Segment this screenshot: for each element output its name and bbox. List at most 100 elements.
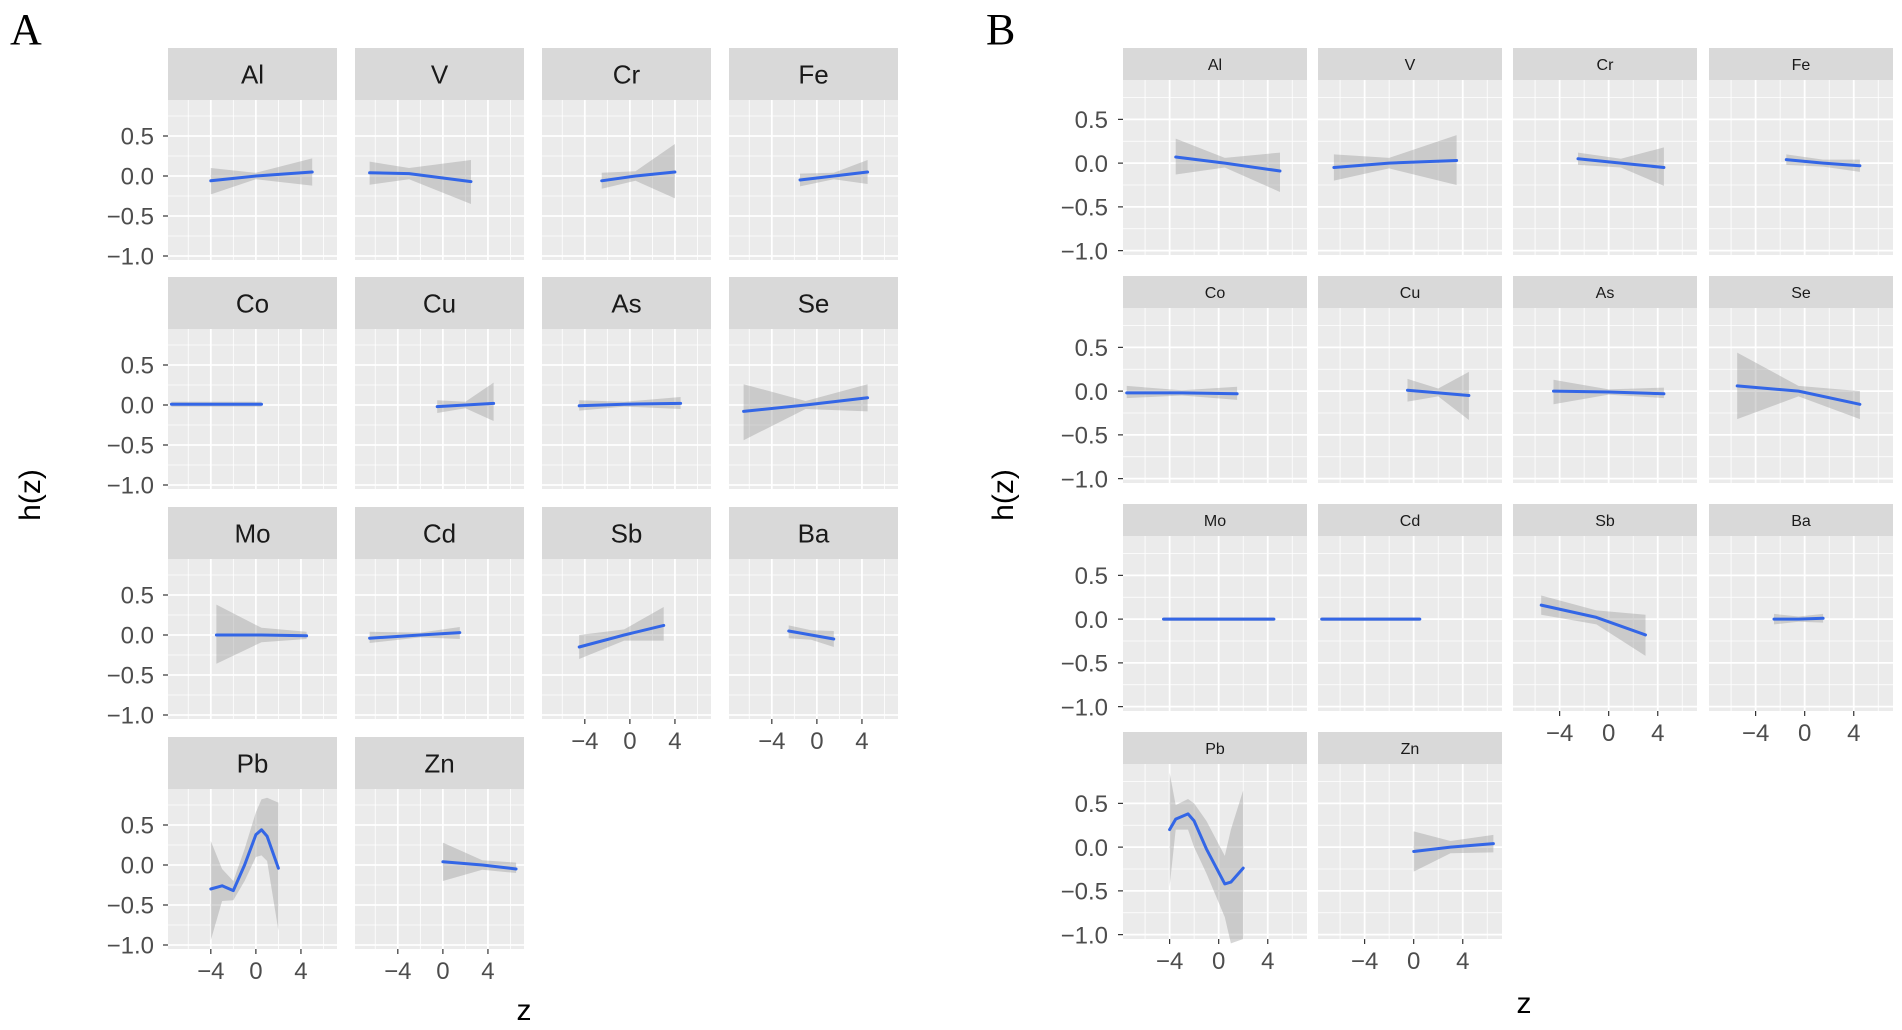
y-tick-label: 0.5	[121, 353, 154, 380]
facet-title: Se	[798, 288, 830, 318]
plot-background	[168, 559, 337, 719]
confidence-band	[437, 382, 494, 421]
facet-zn: Zn −4 0 4	[355, 737, 524, 985]
confidence-band	[1737, 352, 1860, 420]
facet-title: Al	[1208, 57, 1222, 74]
facet-al: Al 0.5 0.0 −0.5 −1.0	[107, 48, 337, 271]
series-line	[441, 860, 518, 871]
x-tick-label: −4	[758, 728, 785, 755]
facet-title: Cd	[423, 518, 456, 548]
facet-title: V	[431, 59, 449, 89]
facet-title: Sb	[1595, 513, 1615, 530]
series-line	[1168, 812, 1245, 886]
facet-mo: Mo 0.5 0.0 −0.5 −1.0	[107, 507, 337, 730]
x-tick-label: −4	[1742, 720, 1769, 747]
facet-strip	[1318, 48, 1502, 80]
facet-strip	[1513, 48, 1697, 80]
facet-title: Cu	[423, 288, 456, 318]
series-line	[787, 629, 836, 641]
plot-background	[1123, 80, 1307, 255]
facet-strip	[1709, 504, 1893, 536]
facet-strip	[355, 48, 524, 100]
y-tick-label: −1.0	[1061, 466, 1108, 493]
y-tick-label: −1.0	[107, 244, 154, 271]
plot-background	[729, 100, 898, 260]
y-tick-label: 0.5	[1075, 107, 1108, 134]
series-line	[1332, 159, 1459, 169]
series-line	[368, 171, 473, 184]
facet-title: Cd	[1400, 513, 1420, 530]
facet-title: Co	[1205, 285, 1226, 302]
plot-background	[1513, 308, 1697, 483]
facet-pb: Pb 0.5 0.0 −0.5 −1.0 −4 0 4	[1061, 732, 1307, 975]
facet-strip	[1318, 732, 1502, 764]
plot-background	[355, 329, 524, 489]
series-line	[1784, 158, 1862, 168]
facet-strip	[168, 507, 337, 559]
facet-title: As	[1596, 285, 1615, 302]
confidence-band	[369, 160, 471, 204]
x-axis-title: z	[517, 994, 532, 1027]
facet-title: As	[611, 288, 641, 318]
facet-title: Cr	[613, 59, 641, 89]
y-tick-label: −0.5	[1061, 423, 1108, 450]
x-tick-label: 4	[855, 728, 868, 755]
x-tick-label: 0	[623, 728, 636, 755]
facet-cd: Cd	[355, 507, 524, 719]
plot-background	[1513, 80, 1697, 255]
facet-pb: Pb 0.5 0.0 −0.5 −1.0 −4 0 4	[107, 737, 337, 985]
confidence-band	[601, 144, 675, 199]
y-tick-label: −1.0	[107, 703, 154, 730]
x-tick-label: 4	[294, 958, 307, 985]
facet-strip	[355, 507, 524, 559]
x-tick-label: 0	[1212, 948, 1225, 975]
facet-title: V	[1405, 57, 1416, 74]
y-tick-label: −1.0	[1061, 238, 1108, 265]
facet-cu: Cu	[1318, 276, 1502, 483]
confidence-band	[579, 607, 664, 659]
x-tick-label: 0	[436, 958, 449, 985]
facet-title: Sb	[611, 518, 643, 548]
facet-title: Fe	[798, 59, 828, 89]
x-tick-label: −4	[571, 728, 598, 755]
series-line	[1735, 384, 1862, 406]
series-line	[214, 633, 309, 638]
facet-co: Co 0.5 0.0 −0.5 −1.0	[107, 277, 337, 500]
y-axis-title: h(z)	[987, 469, 1020, 521]
confidence-band	[800, 160, 868, 187]
plot-background	[355, 559, 524, 719]
facet-title: Ba	[1791, 513, 1811, 530]
y-tick-label: −0.5	[107, 893, 154, 920]
x-tick-label: 0	[1798, 720, 1811, 747]
facet-title: Pb	[1205, 741, 1225, 758]
y-tick-label: 0.0	[121, 393, 154, 420]
facet-co: Co 0.5 0.0 −0.5 −1.0	[1061, 276, 1307, 493]
facet-se: Se	[729, 277, 898, 489]
facet-cu: Cu	[355, 277, 524, 489]
facet-strip	[1318, 276, 1502, 308]
plot-background	[1318, 536, 1502, 711]
plot-background	[542, 100, 711, 260]
series-line	[577, 623, 666, 649]
y-tick-label: 0.5	[1075, 335, 1108, 362]
facet-fe: Fe	[1709, 48, 1893, 255]
plot-background	[355, 789, 524, 949]
facet-strip	[355, 737, 524, 789]
x-tick-label: −4	[1351, 948, 1378, 975]
facet-strip	[1709, 48, 1893, 80]
facet-strip	[1709, 276, 1893, 308]
facet-strip	[1123, 732, 1307, 764]
plot-background	[1123, 536, 1307, 711]
y-tick-label: −1.0	[1061, 694, 1108, 721]
y-axis-title: h(z)	[14, 469, 47, 521]
y-tick-label: 0.0	[121, 623, 154, 650]
x-axis-title: z	[1517, 987, 1532, 1020]
facet-strip	[168, 48, 337, 100]
facet-title: Cr	[1597, 57, 1615, 74]
facet-strip	[542, 277, 711, 329]
x-tick-label: 4	[1847, 720, 1860, 747]
x-tick-label: −4	[384, 958, 411, 985]
series-line	[1406, 388, 1471, 397]
facet-strip	[1123, 48, 1307, 80]
facet-zn: Zn −4 0 4	[1318, 732, 1502, 975]
